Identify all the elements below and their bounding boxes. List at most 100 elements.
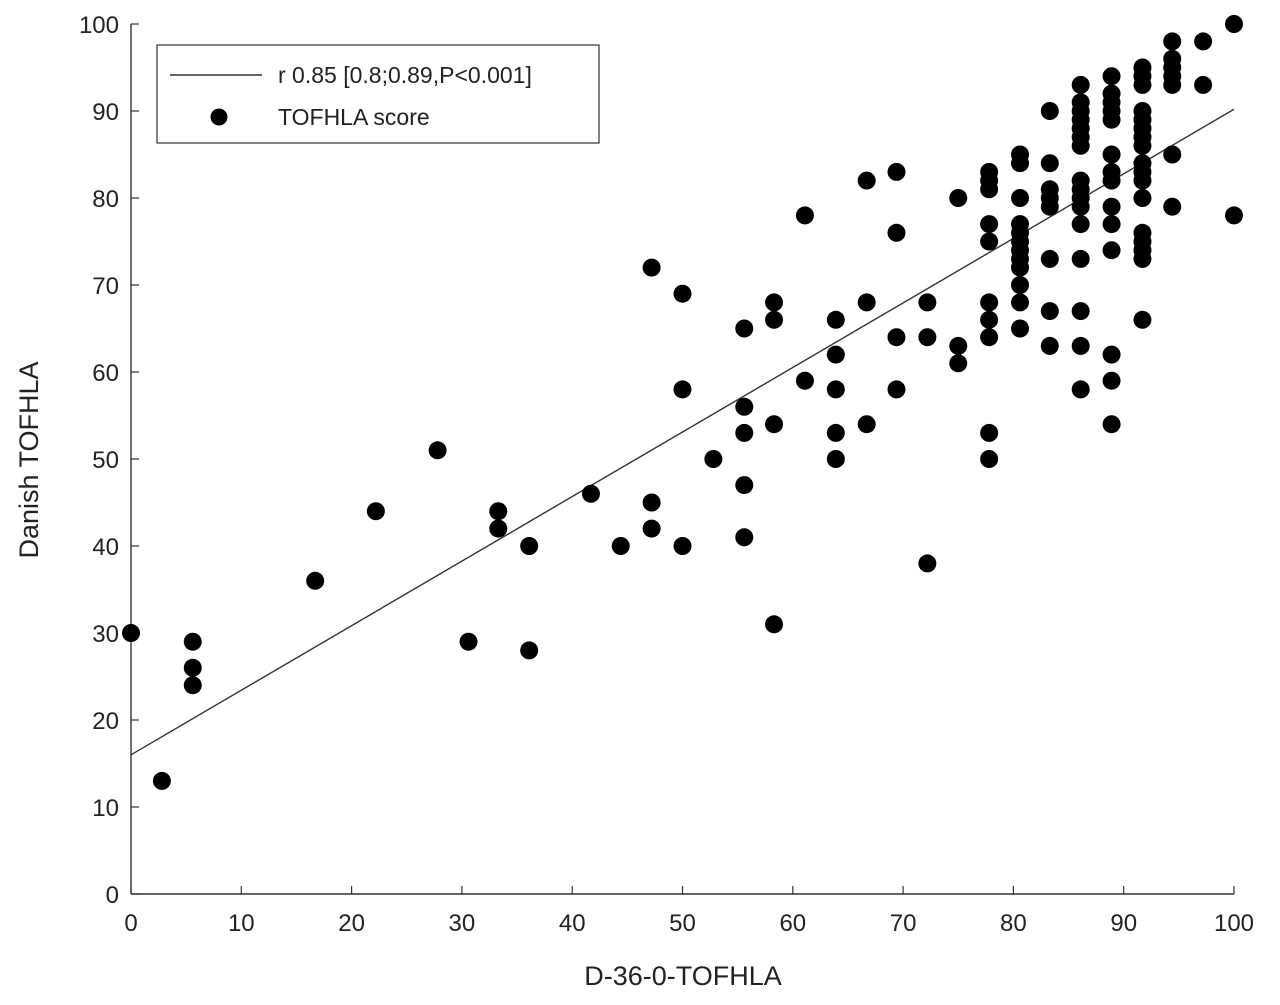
data-point — [887, 162, 906, 181]
data-point — [1071, 380, 1090, 399]
data-point — [489, 519, 508, 538]
data-point — [1163, 75, 1182, 94]
data-point — [795, 371, 814, 390]
data-point — [1102, 67, 1121, 86]
legend-label-fit: r 0.85 [0.8;0.89,P<0.001] — [278, 62, 532, 88]
y-tick-label: 100 — [79, 12, 119, 39]
x-tick-label: 50 — [669, 910, 696, 937]
data-point — [152, 771, 171, 790]
data-point — [520, 641, 539, 660]
y-axis-label: Danish TOFHLA — [14, 361, 44, 558]
data-point — [918, 554, 937, 573]
data-point — [1194, 75, 1213, 94]
data-point — [918, 293, 937, 312]
data-point — [1071, 249, 1090, 268]
regression-line — [130, 108, 1235, 756]
y-tick-label: 70 — [92, 273, 119, 300]
y-tick-label: 0 — [106, 882, 119, 909]
legend-box — [156, 44, 600, 144]
data-points — [122, 15, 1243, 790]
data-point — [826, 450, 845, 468]
data-point — [1102, 371, 1121, 390]
data-point — [1133, 75, 1152, 94]
data-point — [826, 380, 845, 399]
data-point — [1011, 258, 1030, 277]
data-point — [1011, 293, 1030, 312]
y-tick-label: 60 — [92, 360, 119, 387]
data-point — [1225, 206, 1243, 225]
data-point — [980, 423, 999, 442]
data-point — [826, 345, 845, 364]
data-point — [1225, 15, 1243, 33]
data-point — [949, 336, 968, 355]
data-point — [1071, 75, 1090, 94]
data-point — [1163, 197, 1182, 216]
data-point — [826, 423, 845, 442]
data-point — [673, 284, 692, 303]
y-tick-label: 80 — [92, 186, 119, 213]
y-tick-label: 50 — [92, 447, 119, 474]
axis-ticks: 0 10 20 30 40 50 60 70 80 90 100 0 10 20 30 40 50 60 70 80 9… — [79, 12, 1254, 937]
x-tick-label: 90 — [1110, 910, 1137, 937]
data-point — [489, 502, 508, 521]
data-point — [1163, 32, 1182, 51]
data-point — [459, 632, 478, 651]
x-tick-label: 70 — [890, 910, 917, 937]
x-tick-label: 100 — [1214, 910, 1254, 937]
data-point — [887, 380, 906, 399]
data-point — [980, 180, 999, 199]
y-tick-label: 10 — [92, 795, 119, 822]
data-point — [1011, 189, 1030, 207]
data-point — [980, 215, 999, 234]
data-point — [735, 397, 754, 416]
data-point — [183, 658, 202, 677]
data-point — [366, 502, 385, 521]
data-point — [735, 423, 754, 442]
data-point — [980, 328, 999, 347]
data-point — [1011, 319, 1030, 338]
data-point — [1133, 310, 1152, 329]
data-point — [428, 441, 447, 460]
data-point — [1040, 249, 1059, 268]
data-point — [642, 493, 661, 512]
data-point — [980, 293, 999, 312]
data-point — [980, 310, 999, 329]
x-tick-label: 60 — [779, 910, 806, 937]
x-tick-label: 80 — [1000, 910, 1027, 937]
fit-line — [130, 108, 1235, 756]
data-point — [949, 189, 968, 207]
data-point — [1133, 136, 1152, 155]
data-point — [980, 232, 999, 251]
data-point — [949, 354, 968, 373]
data-point — [857, 415, 876, 434]
data-point — [980, 450, 999, 468]
data-point — [1040, 197, 1059, 216]
legend-marker-swatch — [210, 108, 228, 126]
legend: r 0.85 [0.8;0.89,P<0.001] TOFHLA score — [156, 44, 600, 144]
data-point — [673, 537, 692, 555]
data-point — [918, 328, 937, 347]
data-point — [857, 171, 876, 190]
x-axis-label: D-36-0-TOFHLA — [584, 961, 782, 991]
data-point — [795, 206, 814, 225]
data-point — [1102, 110, 1121, 129]
data-point — [1040, 154, 1059, 173]
data-point — [1011, 276, 1030, 294]
data-point — [1071, 136, 1090, 155]
y-tick-label: 40 — [92, 534, 119, 561]
data-point — [887, 223, 906, 242]
data-point — [1102, 145, 1121, 164]
data-point — [1071, 336, 1090, 355]
data-point — [642, 519, 661, 538]
data-point — [183, 676, 202, 695]
data-point — [1163, 145, 1182, 164]
legend-label-series: TOFHLA score — [278, 104, 430, 130]
data-point — [183, 632, 202, 651]
data-point — [735, 476, 754, 495]
y-tick-label: 20 — [92, 708, 119, 735]
data-point — [1102, 415, 1121, 434]
data-point — [1194, 32, 1213, 51]
data-point — [1102, 171, 1121, 190]
x-tick-label: 30 — [449, 910, 476, 937]
